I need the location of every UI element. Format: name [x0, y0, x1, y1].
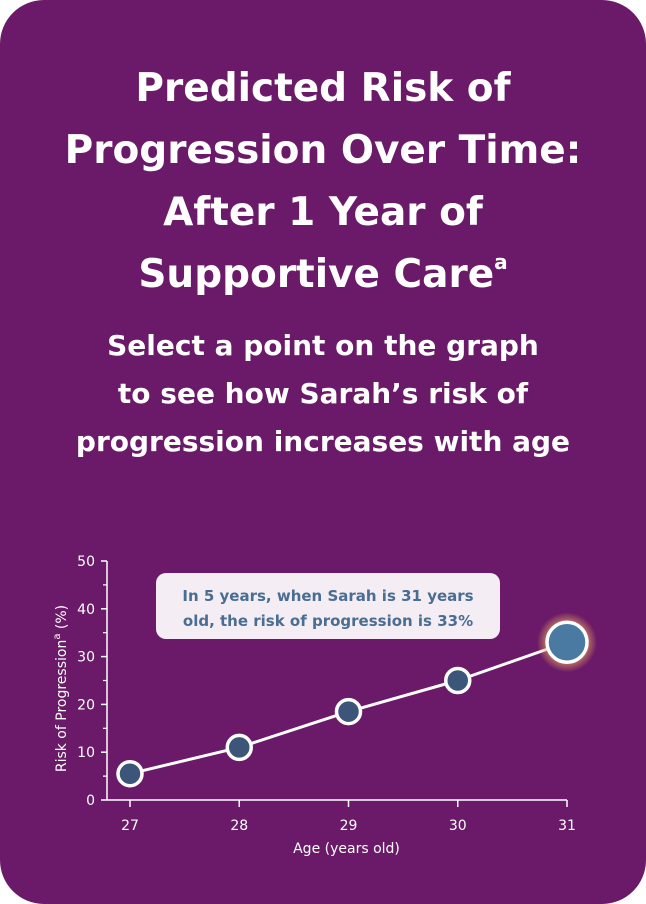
tooltip-line-1: In 5 years, when Sarah is 31 years	[182, 587, 473, 605]
data-point[interactable]	[444, 666, 472, 695]
y-tick-label: 0	[86, 793, 95, 809]
title-line-4: Supportive Carea	[0, 244, 646, 306]
y-axis-title-unit: (%)	[54, 605, 70, 634]
title-line-4-text: Supportive Care	[138, 252, 495, 297]
x-tick-label: 31	[558, 818, 576, 834]
instruction-line-3: progression increases with age	[75, 425, 571, 458]
title-line-3: After 1 Year of	[163, 190, 483, 235]
data-point-selected[interactable]	[545, 620, 589, 665]
y-tick-label: 40	[77, 602, 95, 618]
instruction-line-2: to see how Sarah’s risk of	[117, 377, 529, 410]
x-tick-label: 27	[121, 818, 139, 834]
y-tick-label: 30	[77, 650, 95, 666]
x-tick-label: 30	[449, 818, 467, 834]
y-axis-title-text: Risk of Progression	[54, 640, 70, 773]
data-point[interactable]	[116, 759, 144, 788]
instruction-text: Select a point on the graph to see how S…	[0, 322, 646, 466]
y-axis-title: Risk of Progressiona (%)	[52, 605, 70, 772]
y-axis-title-superscript: a	[52, 634, 63, 640]
title-footnote-marker: a	[494, 250, 508, 274]
risk-chart: 0 10 20 30 40 50 27 28 29 30 31 Age (years old) Risk…	[52, 554, 597, 857]
y-tick-label: 10	[77, 745, 95, 761]
y-tick-label: 50	[77, 554, 95, 570]
x-tick-label: 29	[340, 818, 358, 834]
x-tick-label: 28	[230, 818, 248, 834]
tooltip-line-2: old, the risk of progression is 33%	[183, 612, 473, 630]
page-title: Predicted Risk of Progression Over Time:…	[0, 58, 646, 306]
x-axis-title: Age (years old)	[293, 841, 400, 857]
title-line-2: Progression Over Time:	[64, 128, 582, 173]
title-line-1: Predicted Risk of	[135, 66, 511, 111]
instruction-line-1: Select a point on the graph	[107, 329, 539, 362]
data-point[interactable]	[334, 697, 363, 726]
data-point[interactable]	[225, 733, 253, 762]
tooltip-box	[156, 573, 500, 639]
y-tick-label: 20	[77, 697, 95, 713]
